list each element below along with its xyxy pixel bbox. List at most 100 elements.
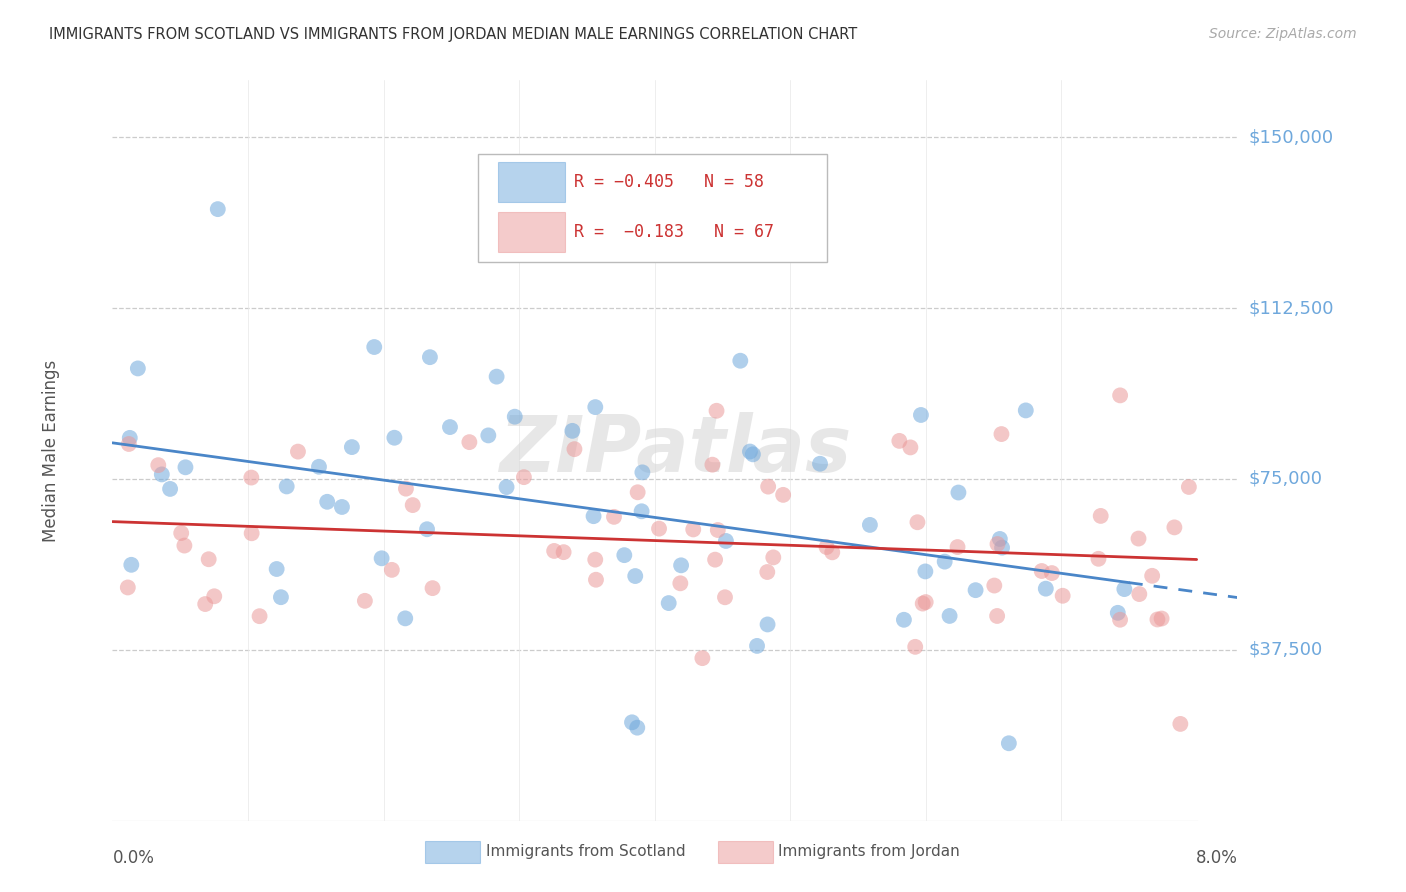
Text: 8.0%: 8.0%	[1195, 849, 1237, 867]
Point	[704, 552, 727, 566]
Point	[194, 597, 217, 611]
Point	[340, 440, 363, 454]
Text: R = −0.405   N = 58: R = −0.405 N = 58	[574, 173, 763, 191]
Point	[370, 551, 392, 566]
Point	[458, 435, 481, 450]
Point	[240, 470, 263, 484]
Point	[354, 594, 377, 608]
Text: $37,500: $37,500	[1249, 640, 1323, 659]
Point	[990, 427, 1012, 442]
Text: R =  −0.183   N = 67: R = −0.183 N = 67	[574, 223, 773, 241]
Point	[422, 581, 444, 595]
Point	[1140, 569, 1163, 583]
Point	[756, 617, 779, 632]
Point	[648, 522, 671, 536]
Point	[714, 533, 737, 548]
Point	[988, 532, 1011, 546]
Point	[815, 540, 838, 554]
Point	[1128, 532, 1150, 546]
Point	[904, 640, 927, 654]
Point	[583, 552, 606, 566]
Point	[249, 609, 271, 624]
Point	[395, 482, 418, 496]
Point	[669, 558, 692, 573]
Point	[543, 544, 565, 558]
Point	[1031, 564, 1053, 578]
Point	[330, 500, 353, 514]
Point	[174, 460, 197, 475]
Point	[1015, 403, 1038, 417]
Point	[669, 576, 692, 591]
Point	[631, 466, 654, 480]
FancyBboxPatch shape	[498, 162, 565, 202]
Point	[730, 353, 752, 368]
Point	[1052, 589, 1074, 603]
Point	[1035, 582, 1057, 596]
Point	[384, 431, 406, 445]
Point	[986, 537, 1008, 551]
Point	[118, 431, 141, 445]
Point	[910, 408, 932, 422]
Text: $112,500: $112,500	[1249, 299, 1334, 317]
Point	[477, 428, 499, 442]
Point	[1040, 566, 1063, 580]
Point	[627, 485, 650, 500]
Point	[738, 444, 761, 458]
Point	[658, 596, 681, 610]
Point	[561, 424, 583, 438]
Point	[948, 485, 970, 500]
Point	[983, 578, 1005, 592]
Point	[621, 715, 644, 730]
Point	[772, 488, 794, 502]
Point	[381, 563, 404, 577]
Point	[240, 526, 263, 541]
Point	[756, 565, 779, 579]
FancyBboxPatch shape	[478, 154, 827, 261]
Point	[583, 400, 606, 414]
Point	[900, 441, 922, 455]
Point	[197, 552, 219, 566]
Point	[808, 457, 831, 471]
Point	[416, 522, 439, 536]
Text: IMMIGRANTS FROM SCOTLAND VS IMMIGRANTS FROM JORDAN MEDIAN MALE EARNINGS CORRELAT: IMMIGRANTS FROM SCOTLAND VS IMMIGRANTS F…	[49, 27, 858, 42]
Text: Immigrants from Scotland: Immigrants from Scotland	[486, 844, 686, 859]
Point	[714, 591, 737, 605]
Point	[1090, 508, 1112, 523]
Point	[603, 509, 626, 524]
Point	[1109, 388, 1132, 402]
Point	[173, 539, 195, 553]
Point	[1178, 480, 1201, 494]
Point	[998, 736, 1021, 750]
Point	[1109, 613, 1132, 627]
Point	[889, 434, 911, 448]
Point	[626, 721, 648, 735]
Point	[485, 369, 508, 384]
Point	[1163, 520, 1185, 534]
Point	[911, 597, 934, 611]
Point	[706, 404, 728, 418]
Point	[1150, 611, 1173, 625]
FancyBboxPatch shape	[717, 841, 773, 863]
Point	[150, 467, 173, 482]
FancyBboxPatch shape	[498, 212, 565, 252]
Point	[582, 509, 605, 524]
Point	[495, 480, 517, 494]
Point	[1114, 582, 1136, 596]
Point	[276, 479, 298, 493]
Point	[991, 541, 1014, 555]
Point	[1170, 717, 1192, 731]
Text: $150,000: $150,000	[1249, 128, 1334, 146]
Point	[127, 361, 149, 376]
Point	[117, 581, 139, 595]
Text: Median Male Earnings: Median Male Earnings	[42, 359, 59, 541]
Point	[1087, 551, 1109, 566]
Point	[439, 420, 461, 434]
Point	[707, 523, 730, 537]
Point	[907, 515, 929, 529]
Point	[938, 609, 960, 624]
Point	[914, 565, 936, 579]
Point	[148, 458, 170, 472]
Point	[287, 444, 309, 458]
Point	[159, 482, 181, 496]
Point	[624, 569, 647, 583]
